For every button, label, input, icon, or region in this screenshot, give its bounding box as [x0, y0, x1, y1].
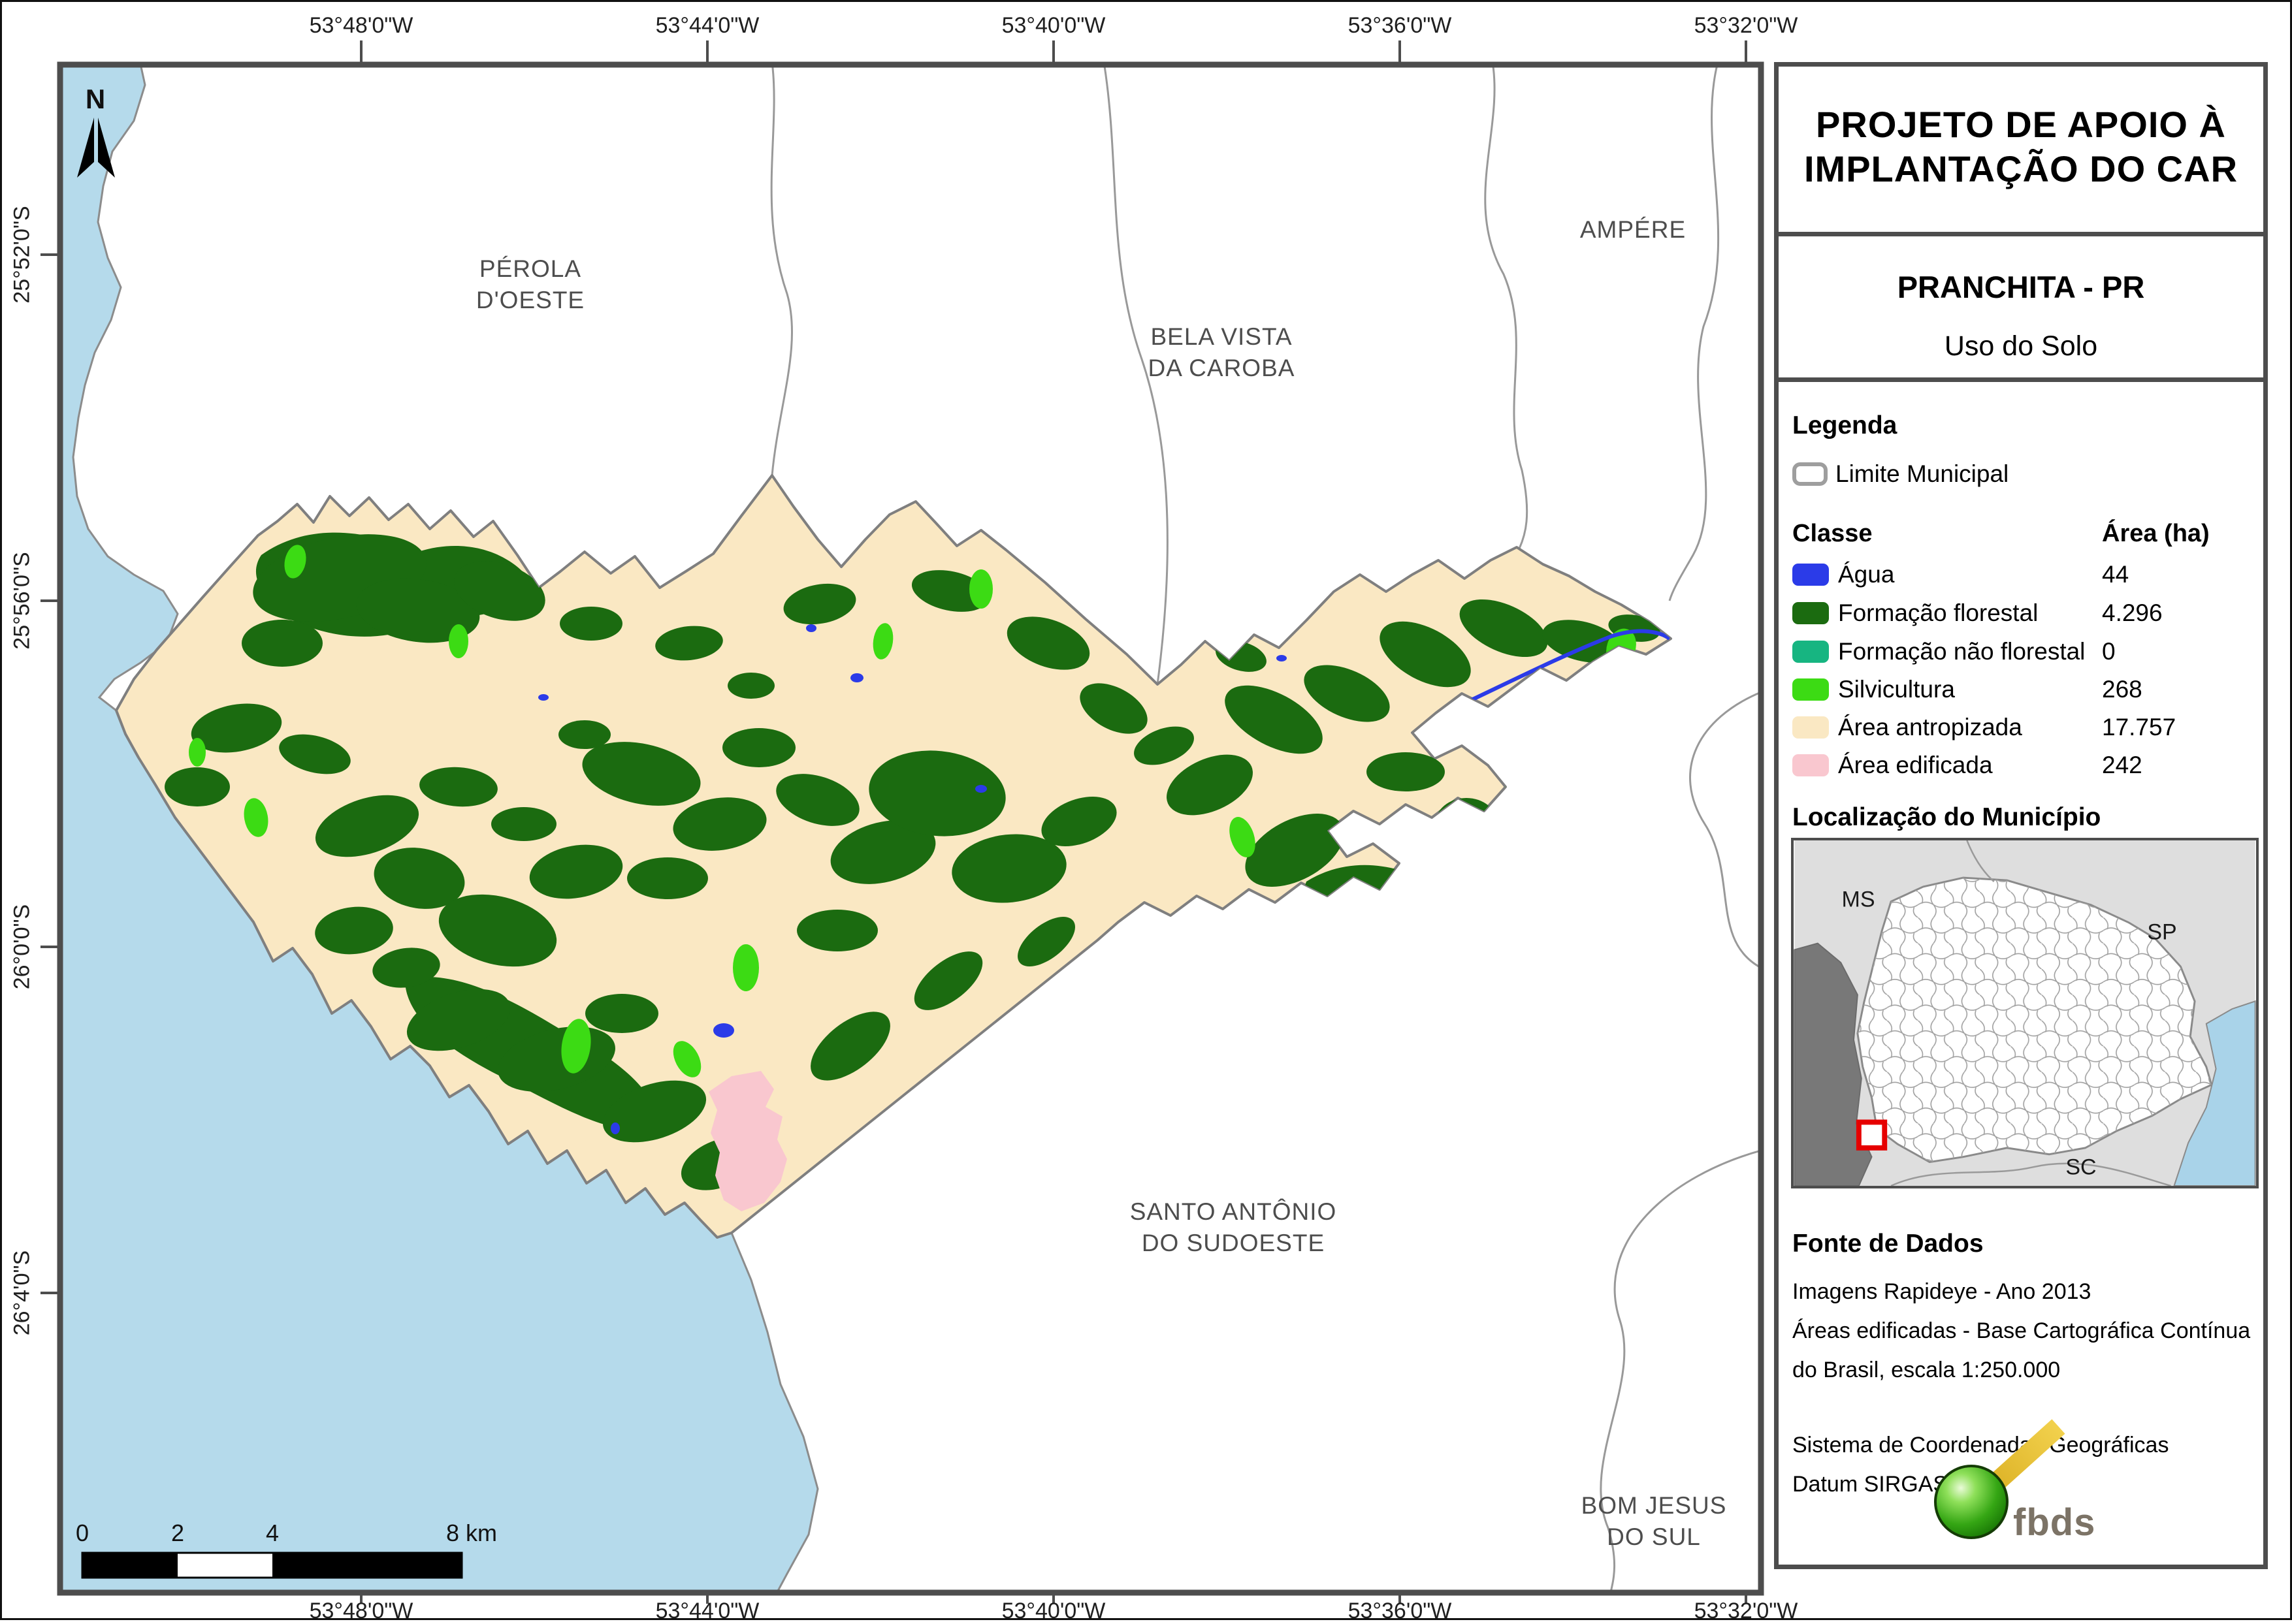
stream-line [1462, 629, 1671, 706]
neighbor-label-bela-vista: BELA VISTA DA CAROBA [1148, 323, 1295, 381]
graticule-ticks [40, 40, 1747, 1604]
fbds-logo-text: fbds [2013, 1501, 2096, 1544]
north-label: N [85, 84, 106, 114]
lon-label-top: 53°36'0"W [1348, 13, 1452, 38]
inset-ocean [2173, 1000, 2256, 1186]
inset-state-parana [1856, 876, 2213, 1164]
lon-label-bottom: 53°40'0"W [1001, 1599, 1106, 1623]
limite-municipal-swatch [1792, 462, 1828, 486]
north-arrow-icon [77, 118, 115, 178]
scalebar-label-2: 2 [170, 1520, 185, 1546]
lon-label-bottom: 53°48'0"W [309, 1599, 413, 1623]
silvicultura-area-value: 268 [2102, 676, 2142, 703]
municipality-title: PRANCHITA - PR [1897, 270, 2145, 304]
silvicultura-swatch [1792, 678, 1829, 701]
lat-label: 26°0'0"S [9, 904, 35, 990]
formacao-nao-florestal-area-value: 0 [2102, 638, 2116, 665]
lon-label-bottom: 53°44'0"W [655, 1599, 760, 1623]
area-header: Área (ha) [2102, 520, 2210, 547]
legend-row-agua: Água [1792, 561, 1894, 588]
neighbor-label-perola: PÉROLA D'OESTE [476, 255, 585, 313]
lat-label: 25°52'0"S [9, 206, 35, 304]
fonte-lines-datum: Sistema de Coordenadas Geográficas Datum… [1792, 1433, 2169, 1497]
lon-label-top: 53°48'0"W [309, 13, 413, 38]
limite-municipal-label: Limite Municipal [1835, 460, 2009, 487]
neighbor-label-santo-antonio: SANTO ANTÔNIO DO SUDOESTE [1129, 1198, 1337, 1256]
inset-label-sc: SC [2065, 1154, 2097, 1180]
classe-header: Classe [1792, 520, 1873, 547]
lat-label: 25°56'0"S [9, 552, 35, 650]
legend-limite-row: Limite Municipal [1792, 460, 2009, 488]
lon-label-bottom: 53°36'0"W [1348, 1599, 1452, 1623]
location-inset-map [1791, 838, 2259, 1188]
inset-foreign-region [1794, 942, 1873, 1186]
area-edificada-swatch [1792, 754, 1829, 776]
scalebar-label-0: 0 [75, 1520, 89, 1546]
lon-label-bottom: 53°32'0"W [1694, 1599, 1798, 1623]
location-heading: Localização do Município [1792, 803, 2101, 831]
neighbor-label-bom-jesus: BOM JESUS DO SUL [1581, 1492, 1727, 1550]
inset-label-ms: MS [1841, 887, 1875, 912]
scalebar-label-8km: 8 km [445, 1520, 498, 1546]
area-antropizada-swatch [1792, 716, 1829, 739]
legend-row-silvicultura: Silvicultura [1792, 676, 1955, 703]
scalebar-label-4: 4 [265, 1520, 280, 1546]
legend-row-formacao-florestal: Formação florestal [1792, 599, 2038, 627]
lat-label: 26°4'0"S [9, 1250, 35, 1336]
map-frame [57, 61, 1764, 1596]
neighbor-label-ampere: AMPÉRE [1579, 216, 1687, 243]
legend-row-area-antropizada: Área antropizada [1792, 714, 2022, 741]
agua-area-value: 44 [2102, 561, 2129, 588]
municipality-marker [1856, 1119, 1888, 1151]
legend-heading: Legenda [1792, 411, 1897, 439]
forest-patches [165, 532, 1660, 1190]
formacao-nao-florestal-swatch [1792, 641, 1829, 663]
panel-title: PROJETO DE APOIO À IMPLANTAÇÃO DO CAR [1803, 104, 2238, 189]
lon-label-top: 53°44'0"W [655, 13, 760, 38]
formacao-florestal-swatch [1792, 602, 1829, 624]
scale-bar [81, 1552, 463, 1579]
lon-label-top: 53°40'0"W [1001, 13, 1106, 38]
area-antropizada-area-value: 17.757 [2102, 714, 2176, 740]
lon-label-top: 53°32'0"W [1694, 13, 1798, 38]
inset-label-sp: SP [2147, 919, 2177, 945]
map-subject: Uso do Solo [1944, 330, 2098, 362]
formacao-florestal-area-value: 4.296 [2102, 599, 2163, 626]
legend-row-formacao-nao-florestal: Formação não florestal [1792, 638, 2085, 665]
fbds-logo-sphere-icon [1934, 1465, 2009, 1539]
area-edificada-area-value: 242 [2102, 752, 2142, 778]
neighbor-boundaries [770, 65, 1761, 1593]
fonte-lines: Imagens Rapideye - Ano 2013 Áreas edific… [1792, 1279, 2251, 1382]
builtup-area [709, 1071, 787, 1211]
inset-boundary-lines [1890, 840, 2171, 1186]
legend-row-area-edificada: Área edificada [1792, 752, 1993, 779]
agua-swatch [1792, 564, 1829, 586]
fonte-heading: Fonte de Dados [1792, 1230, 1984, 1258]
